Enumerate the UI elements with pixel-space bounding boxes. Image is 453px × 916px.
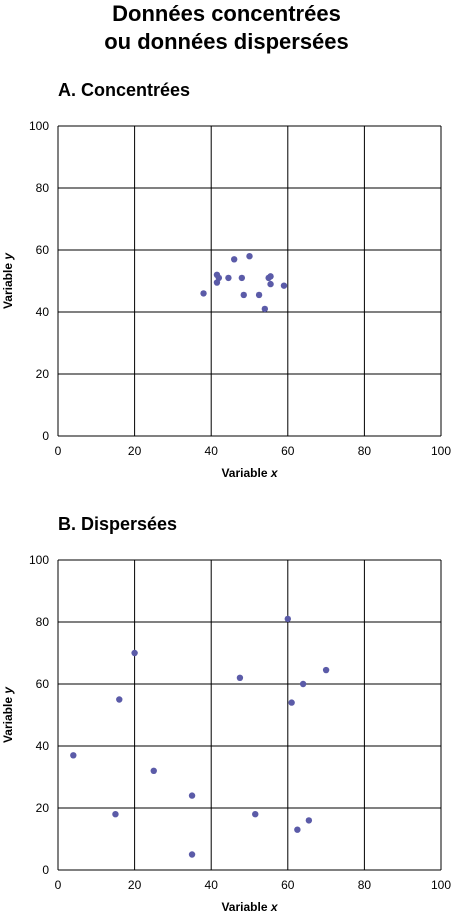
y-tick-label: 40	[36, 305, 50, 319]
y-tick-label: 0	[42, 863, 49, 877]
chart-b-title: B. Dispersées	[58, 514, 178, 534]
y-tick-label: 100	[29, 553, 49, 567]
y-tick-label: 60	[36, 677, 50, 691]
x-tick-label: 80	[358, 444, 372, 458]
y-axis-label: Variable y	[1, 686, 15, 743]
data-point	[299, 680, 307, 688]
data-point	[255, 291, 263, 299]
x-tick-label: 0	[55, 878, 62, 892]
data-point	[252, 811, 259, 818]
data-point	[188, 792, 196, 799]
data-point	[261, 305, 269, 313]
data-point	[305, 817, 313, 824]
y-axis-label: Variable y	[1, 252, 15, 309]
y-tick-label: 80	[36, 181, 50, 195]
data-point	[267, 280, 274, 288]
x-tick-label: 80	[358, 878, 372, 892]
x-tick-label: 0	[55, 444, 62, 458]
y-tick-label: 60	[36, 243, 50, 257]
title-line-1: Données concentrées	[112, 1, 341, 26]
data-point	[70, 752, 77, 759]
y-tick-label: 0	[42, 429, 49, 443]
data-point	[246, 253, 253, 260]
data-point	[240, 291, 247, 299]
data-point	[284, 615, 291, 623]
data-point	[213, 279, 221, 286]
data-point	[188, 851, 196, 858]
data-point	[150, 767, 157, 774]
data-point	[288, 699, 295, 706]
data-point	[230, 256, 238, 263]
data-point	[112, 811, 119, 818]
data-point	[200, 290, 207, 297]
y-tick-label: 20	[36, 367, 50, 381]
x-tick-label: 20	[128, 444, 142, 458]
x-tick-label: 100	[431, 878, 451, 892]
data-point	[131, 649, 138, 657]
data-point	[280, 282, 288, 289]
data-point	[238, 274, 246, 282]
y-tick-label: 20	[36, 801, 50, 815]
page-title: Données concentrées ou données dispersée…	[0, 0, 453, 56]
data-point	[294, 826, 301, 833]
data-point	[236, 674, 244, 681]
x-axis-label: Variable x	[221, 466, 278, 480]
data-point	[116, 696, 123, 703]
y-tick-label: 80	[36, 615, 50, 629]
data-point	[267, 273, 274, 280]
x-tick-label: 20	[128, 878, 142, 892]
chart-a-title: A. Concentrées	[58, 80, 191, 100]
x-tick-label: 60	[281, 878, 295, 892]
x-axis-label: Variable x	[221, 900, 278, 914]
x-tick-label: 40	[205, 444, 219, 458]
data-point	[322, 666, 330, 674]
x-tick-label: 100	[431, 444, 451, 458]
data-point	[225, 274, 232, 282]
x-tick-label: 40	[205, 878, 219, 892]
title-line-2: ou données dispersées	[104, 29, 349, 54]
y-tick-label: 40	[36, 739, 50, 753]
y-tick-label: 100	[29, 119, 49, 133]
x-tick-label: 60	[281, 444, 295, 458]
